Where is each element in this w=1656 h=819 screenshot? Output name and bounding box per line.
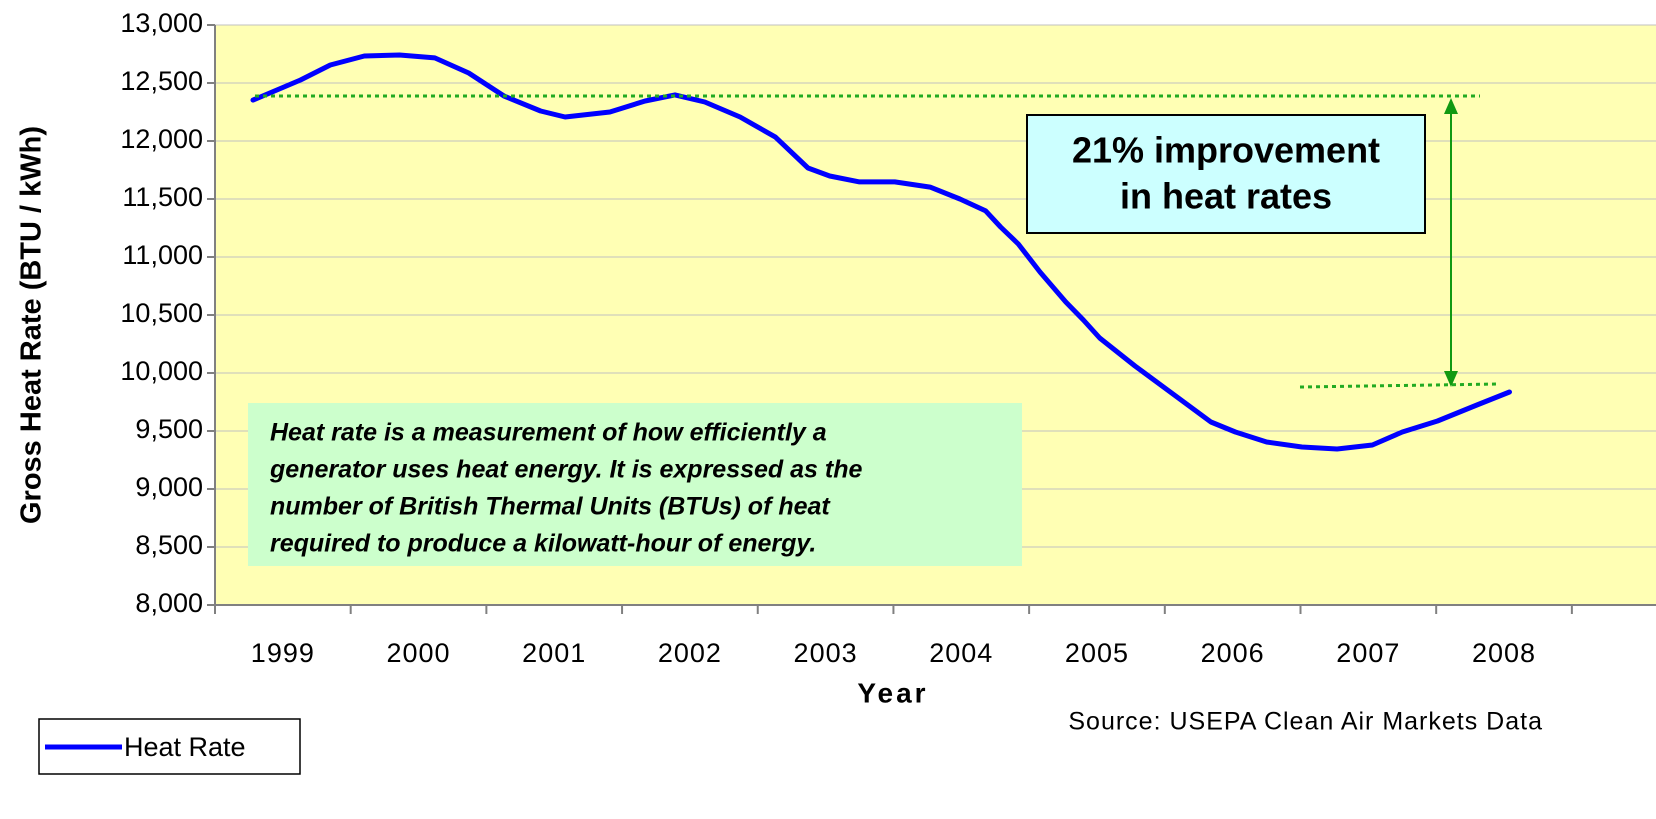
y-tick-label: 8,000 bbox=[135, 588, 203, 618]
y-tick-label: 10,000 bbox=[120, 356, 203, 386]
x-tick-label: 1999 bbox=[251, 638, 315, 668]
y-axis-title: Gross Heat Rate (BTU / kWh) bbox=[16, 126, 48, 524]
annotation-text: 21% improvement bbox=[1072, 130, 1380, 171]
y-tick-label: 8,500 bbox=[135, 530, 203, 560]
y-tick-label: 12,000 bbox=[120, 124, 203, 154]
x-tick-label: 2004 bbox=[929, 638, 993, 668]
x-tick-label: 2002 bbox=[658, 638, 722, 668]
y-tick-label: 10,500 bbox=[120, 298, 203, 328]
annotation-box bbox=[1026, 114, 1426, 234]
arrow-head bbox=[1444, 371, 1458, 387]
source-note: Source: USEPA Clean Air Markets Data bbox=[1068, 708, 1543, 736]
arrow-head bbox=[1444, 98, 1458, 114]
x-tick-label: 2001 bbox=[522, 638, 586, 668]
x-tick-label: 2005 bbox=[1065, 638, 1129, 668]
annotation-text: in heat rates bbox=[1120, 176, 1332, 217]
x-tick-label: 2007 bbox=[1336, 638, 1400, 668]
x-tick-label: 2003 bbox=[794, 638, 858, 668]
line-series bbox=[250, 52, 1512, 452]
y-tick-label: 9,000 bbox=[135, 472, 203, 502]
reference-line bbox=[1299, 382, 1501, 389]
y-tick-label: 13,000 bbox=[120, 8, 203, 38]
note-text: required to produce a kilowatt-hour of e… bbox=[270, 530, 816, 558]
note-text: generator uses heat energy. It is expres… bbox=[269, 456, 862, 484]
y-tick-label: 9,500 bbox=[135, 414, 203, 444]
y-tick-label: 12,500 bbox=[120, 66, 203, 96]
legend-label: Heat Rate bbox=[124, 732, 246, 762]
x-tick-label: 2008 bbox=[1472, 638, 1536, 668]
y-tick-label: 11,500 bbox=[122, 182, 203, 212]
x-axis-title: Year bbox=[857, 677, 928, 708]
x-tick-label: 2006 bbox=[1201, 638, 1265, 668]
note-text: number of British Thermal Units (BTUs) o… bbox=[270, 493, 831, 521]
note-text: Heat rate is a measurement of how effici… bbox=[270, 419, 827, 447]
x-tick-label: 2000 bbox=[386, 638, 450, 668]
y-tick-label: 11,000 bbox=[122, 240, 203, 270]
note-box bbox=[248, 403, 1022, 566]
